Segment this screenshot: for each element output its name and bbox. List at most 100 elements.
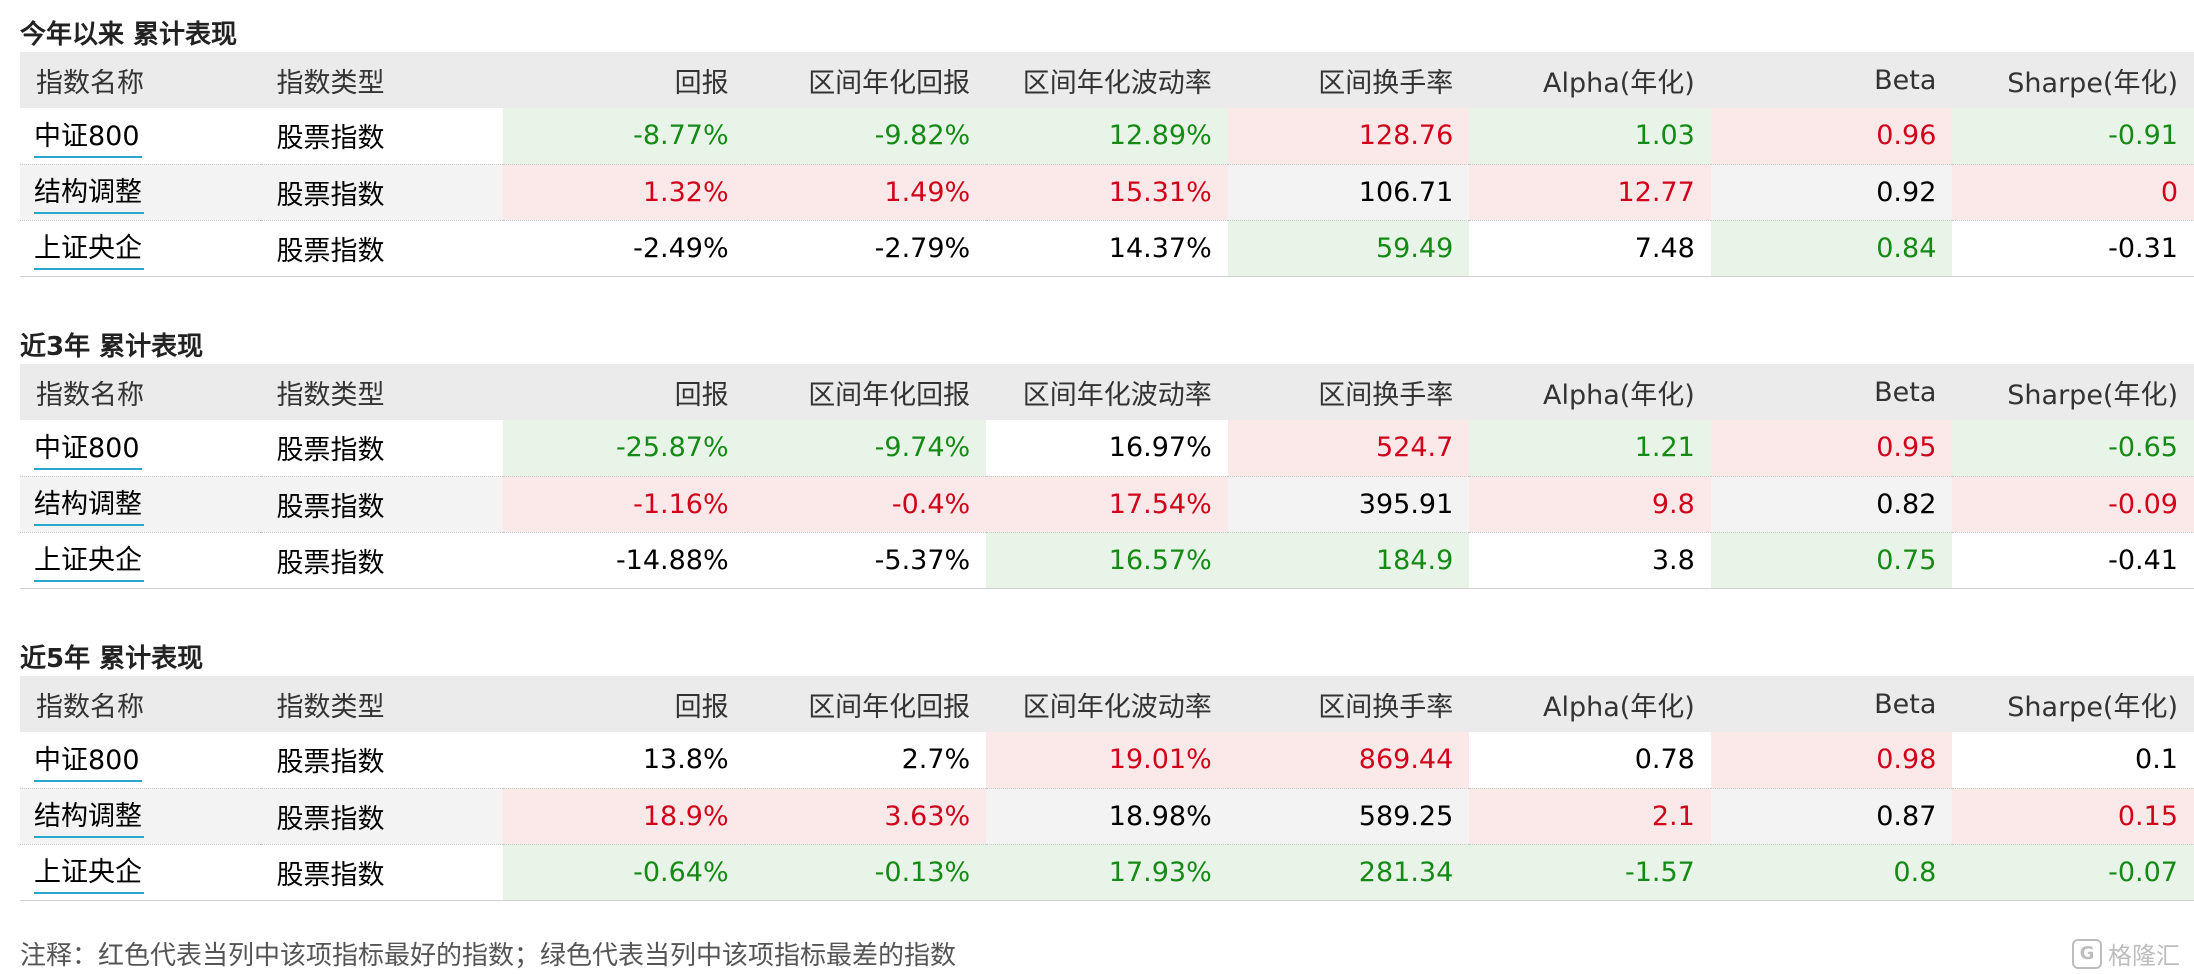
return-cell: -0.64% — [503, 844, 745, 901]
turnover-cell: 128.76 — [1227, 108, 1470, 165]
turnover-cell: 524.7 — [1227, 420, 1470, 477]
section-title-3y: 近3年 累计表现 — [20, 332, 204, 362]
beta-cell: 0.8 — [1710, 844, 1953, 901]
table-row: 上证央企 股票指数 -14.88% -5.37% 16.57% 184.9 3.8 0.75-… — [20, 532, 2194, 589]
alpha-cell: 1.03 — [1469, 108, 1711, 165]
table-row: 结构调整 股票指数 1.32% 1.49% 15.31% 106.71 12.77 0.92 0 — [20, 164, 2194, 221]
table-header-row: 指数名称 指数类型 回报 区间年化回报 区间年化波动率 区间换手率 Alpha(… — [20, 52, 2194, 108]
alpha-cell: 2.1 — [1469, 788, 1711, 845]
col-header-sharpe: Sharpe(年化) — [1952, 52, 2194, 108]
volatility-cell: 12.89% — [986, 108, 1228, 165]
annual-return-cell: -0.13% — [744, 844, 987, 901]
return-cell: -25.87% — [503, 420, 745, 477]
watermark: G 格隆汇 — [2072, 936, 2180, 971]
turnover-cell: 281.34 — [1227, 844, 1470, 901]
index-name-link[interactable]: 中证800 — [34, 738, 142, 782]
alpha-cell: 3.8 — [1469, 532, 1711, 589]
col-header-beta: Beta — [1710, 676, 1953, 732]
volatility-cell: 17.54% — [986, 476, 1228, 533]
table-ytd: 指数名称 指数类型 回报 区间年化回报 区间年化波动率 区间换手率 Alpha(… — [20, 52, 2194, 277]
index-name-link[interactable]: 上证央企 — [34, 850, 144, 894]
col-header-return: 回报 — [503, 364, 745, 420]
annual-return-cell: -0.4% — [744, 476, 987, 533]
sharpe-cell: 0.15 — [1952, 788, 2194, 845]
index-name-cell: 结构调整 — [20, 164, 261, 221]
table-body: 中证800 股票指数 -25.87% -9.74% 16.97% 524.7 1.21 0.9… — [20, 420, 2194, 589]
col-header-type: 指数类型 — [260, 52, 504, 108]
table-header-row: 指数名称 指数类型 回报 区间年化回报 区间年化波动率 区间换手率 Alpha(… — [20, 364, 2194, 420]
volatility-cell: 15.31% — [986, 164, 1228, 221]
table-body: 中证800 股票指数 -8.77% -9.82% 12.89% 128.76 1.03 0.9… — [20, 108, 2194, 277]
col-header-type: 指数类型 — [260, 676, 504, 732]
table-row: 中证800 股票指数 13.8% 2.7% 19.01% 869.44 0.78 0.98 0.… — [20, 732, 2194, 789]
annual-return-cell: -2.79% — [744, 220, 987, 277]
index-name-cell: 中证800 — [20, 732, 261, 789]
return-cell: -1.16% — [503, 476, 745, 533]
annual-return-cell: 1.49% — [744, 164, 987, 221]
watermark-logo-icon: G — [2072, 938, 2102, 969]
beta-cell: 0.96 — [1710, 108, 1953, 165]
index-type-cell: 股票指数 — [260, 476, 504, 533]
col-header-alpha: Alpha(年化) — [1469, 364, 1711, 420]
volatility-cell: 16.97% — [986, 420, 1228, 477]
beta-cell: 0.84 — [1710, 220, 1953, 277]
index-type-cell: 股票指数 — [260, 844, 504, 901]
sharpe-cell: -0.41 — [1952, 532, 2194, 589]
index-name-cell: 中证800 — [20, 420, 261, 477]
turnover-cell: 184.9 — [1227, 532, 1470, 589]
turnover-cell: 869.44 — [1227, 732, 1470, 789]
index-type-cell: 股票指数 — [260, 164, 504, 221]
index-name-cell: 上证央企 — [20, 532, 261, 589]
index-name-link[interactable]: 结构调整 — [34, 482, 144, 526]
col-header-turnover: 区间换手率 — [1227, 52, 1470, 108]
index-name-cell: 结构调整 — [20, 788, 261, 845]
col-header-beta: Beta — [1710, 52, 1953, 108]
col-header-beta: Beta — [1710, 364, 1953, 420]
return-cell: 1.32% — [503, 164, 745, 221]
beta-cell: 0.98 — [1710, 732, 1953, 789]
watermark-text: 格隆汇 — [2108, 942, 2180, 970]
turnover-cell: 106.71 — [1227, 164, 1470, 221]
table-row: 上证央企 股票指数 -2.49% -2.79% 14.37% 59.49 7.48 0.84-… — [20, 220, 2194, 277]
index-name-link[interactable]: 中证800 — [34, 426, 142, 470]
index-name-cell: 上证央企 — [20, 220, 261, 277]
col-header-turnover: 区间换手率 — [1227, 364, 1470, 420]
index-type-cell: 股票指数 — [260, 108, 504, 165]
col-header-volatility: 区间年化波动率 — [986, 676, 1228, 732]
table-row: 结构调整 股票指数 18.9% 3.63% 18.98% 589.25 2.1 0.87 0.1… — [20, 788, 2194, 845]
annual-return-cell: -9.74% — [744, 420, 987, 477]
volatility-cell: 16.57% — [986, 532, 1228, 589]
beta-cell: 0.82 — [1710, 476, 1953, 533]
col-header-return: 回报 — [503, 52, 745, 108]
col-header-sharpe: Sharpe(年化) — [1952, 676, 2194, 732]
col-header-sharpe: Sharpe(年化) — [1952, 364, 2194, 420]
table-row: 结构调整 股票指数 -1.16% -0.4% 17.54% 395.91 9.8 0.82 -0… — [20, 476, 2194, 533]
annual-return-cell: 2.7% — [744, 732, 987, 789]
table-3y: 指数名称 指数类型 回报 区间年化回报 区间年化波动率 区间换手率 Alpha(… — [20, 364, 2194, 589]
sharpe-cell: 0.1 — [1952, 732, 2194, 789]
sharpe-cell: -0.09 — [1952, 476, 2194, 533]
table-row: 中证800 股票指数 -25.87% -9.74% 16.97% 524.7 1.21 0.9… — [20, 420, 2194, 477]
return-cell: -8.77% — [503, 108, 745, 165]
alpha-cell: 0.78 — [1469, 732, 1711, 789]
col-header-volatility: 区间年化波动率 — [986, 52, 1228, 108]
volatility-cell: 17.93% — [986, 844, 1228, 901]
sharpe-cell: -0.31 — [1952, 220, 2194, 277]
beta-cell: 0.75 — [1710, 532, 1953, 589]
col-header-volatility: 区间年化波动率 — [986, 364, 1228, 420]
index-name-link[interactable]: 上证央企 — [34, 226, 144, 270]
col-header-alpha: Alpha(年化) — [1469, 676, 1711, 732]
index-type-cell: 股票指数 — [260, 220, 504, 277]
index-name-link[interactable]: 结构调整 — [34, 794, 144, 838]
table-row: 上证央企 股票指数 -0.64% -0.13% 17.93% 281.34 -1.57 0.8… — [20, 844, 2194, 901]
alpha-cell: 7.48 — [1469, 220, 1711, 277]
col-header-name: 指数名称 — [20, 364, 261, 420]
index-name-link[interactable]: 中证800 — [34, 114, 142, 158]
index-name-link[interactable]: 上证央企 — [34, 538, 144, 582]
annual-return-cell: 3.63% — [744, 788, 987, 845]
beta-cell: 0.87 — [1710, 788, 1953, 845]
turnover-cell: 395.91 — [1227, 476, 1470, 533]
index-name-link[interactable]: 结构调整 — [34, 170, 144, 214]
volatility-cell: 14.37% — [986, 220, 1228, 277]
sharpe-cell: 0 — [1952, 164, 2194, 221]
